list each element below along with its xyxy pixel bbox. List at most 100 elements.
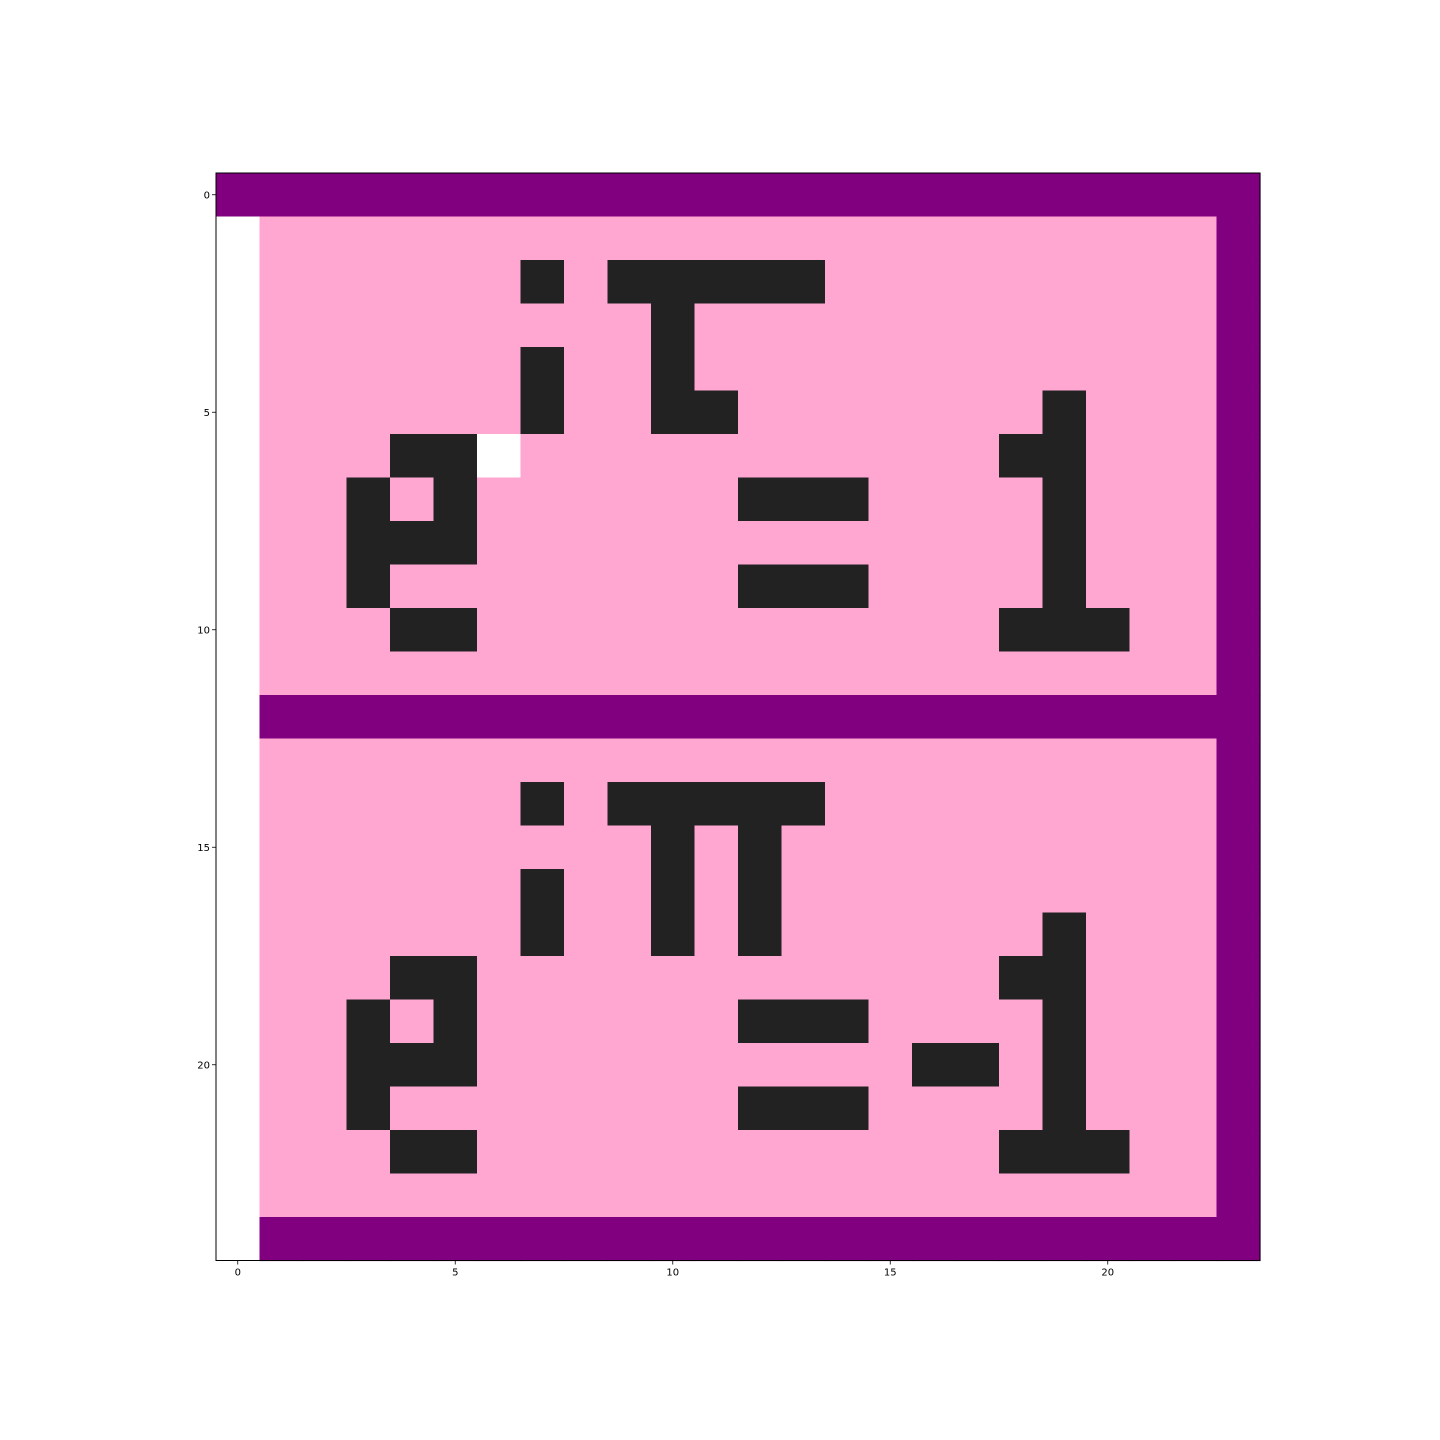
heatmap-cell: [1042, 608, 1087, 653]
heatmap-cell: [259, 912, 304, 957]
x-tick-label: 0: [235, 1268, 241, 1279]
heatmap-cell: [477, 564, 522, 609]
heatmap-cell: [433, 738, 478, 783]
heatmap-cell: [433, 564, 478, 609]
heatmap-cell: [1129, 303, 1174, 348]
heatmap-cell: [520, 956, 565, 1001]
heatmap-cell: [651, 521, 696, 566]
heatmap-cell: [651, 303, 696, 348]
heatmap-cell: [781, 521, 826, 566]
heatmap-cell: [607, 434, 652, 479]
heatmap-cell: [651, 869, 696, 914]
heatmap-cell: [694, 825, 739, 870]
heatmap-cell: [694, 1173, 739, 1218]
heatmap-cell: [259, 608, 304, 653]
heatmap-cell: [346, 651, 391, 696]
heatmap-cell: [433, 782, 478, 827]
heatmap-cell: [259, 1043, 304, 1088]
heatmap-cell: [738, 956, 783, 1001]
heatmap-cell: [520, 564, 565, 609]
heatmap-cell: [1042, 999, 1087, 1044]
heatmap-cell: [825, 738, 870, 783]
heatmap-cell: [651, 434, 696, 479]
heatmap-cell: [1216, 782, 1261, 827]
heatmap-cell: [912, 651, 957, 696]
heatmap-cell: [738, 1086, 783, 1131]
y-axis-ticks: 0 5 10 15 20: [197, 190, 216, 1071]
heatmap-cell: [303, 869, 348, 914]
heatmap-cell: [1216, 651, 1261, 696]
heatmap-cell: [303, 1043, 348, 1088]
heatmap-cell: [955, 1217, 1000, 1262]
heatmap-cell: [912, 869, 957, 914]
heatmap-cell: [1042, 912, 1087, 957]
heatmap-cell: [1129, 956, 1174, 1001]
heatmap-cell: [781, 782, 826, 827]
heatmap-cell: [1173, 869, 1218, 914]
heatmap-cell: [303, 390, 348, 435]
heatmap-cell: [564, 347, 609, 392]
heatmap-cell: [1086, 1086, 1131, 1131]
heatmap-cell: [738, 695, 783, 740]
x-tick-label: 10: [666, 1268, 679, 1279]
heatmap-cell: [259, 303, 304, 348]
heatmap-cell: [1042, 347, 1087, 392]
heatmap-cell: [346, 390, 391, 435]
heatmap-cell: [520, 782, 565, 827]
heatmap-cell: [651, 738, 696, 783]
heatmap-cell: [999, 956, 1044, 1001]
heatmap-cell: [259, 477, 304, 522]
heatmap-cell: [1173, 173, 1218, 218]
heatmap-cell: [825, 608, 870, 653]
heatmap-cell: [694, 521, 739, 566]
heatmap-cell: [1216, 390, 1261, 435]
heatmap-cell: [1086, 782, 1131, 827]
heatmap-cell: [259, 434, 304, 479]
heatmap-cell: [781, 303, 826, 348]
heatmap-cell: [520, 608, 565, 653]
heatmap-cell: [955, 912, 1000, 957]
heatmap-cell: [999, 695, 1044, 740]
heatmap-cell: [999, 390, 1044, 435]
heatmap-cell: [651, 564, 696, 609]
heatmap-cell: [520, 173, 565, 218]
heatmap-cell: [651, 1043, 696, 1088]
heatmap-cell: [868, 1086, 913, 1131]
heatmap-cell: [651, 782, 696, 827]
heatmap-cell: [390, 173, 435, 218]
heatmap-cell: [825, 477, 870, 522]
x-tick-label: 15: [884, 1268, 897, 1279]
heatmap-cell: [477, 956, 522, 1001]
heatmap-cell: [955, 608, 1000, 653]
heatmap-cell: [216, 825, 261, 870]
heatmap-cell: [607, 912, 652, 957]
heatmap-cell: [825, 434, 870, 479]
heatmap-cell: [303, 173, 348, 218]
heatmap-cell: [738, 347, 783, 392]
y-tick-label: 0: [204, 190, 210, 201]
heatmap-cell: [999, 1130, 1044, 1175]
heatmap-cell: [1042, 216, 1087, 261]
heatmap-cell: [390, 956, 435, 1001]
heatmap-cell: [477, 1130, 522, 1175]
heatmap-cell: [955, 521, 1000, 566]
heatmap-cell: [346, 695, 391, 740]
heatmap-cell: [1129, 347, 1174, 392]
heatmap-cell: [999, 999, 1044, 1044]
heatmap-cell: [868, 825, 913, 870]
heatmap-cell: [1216, 1043, 1261, 1088]
heatmap-cell: [912, 956, 957, 1001]
heatmap-cell: [1086, 260, 1131, 305]
heatmap-cell: [433, 1173, 478, 1218]
heatmap-cell: [1173, 782, 1218, 827]
heatmap-cell: [781, 477, 826, 522]
heatmap-cell: [259, 956, 304, 1001]
heatmap-cell: [607, 173, 652, 218]
heatmap-cell: [868, 651, 913, 696]
heatmap-cell: [1129, 1217, 1174, 1262]
heatmap-cell: [433, 1086, 478, 1131]
heatmap-cell: [955, 173, 1000, 218]
heatmap-cell: [346, 1130, 391, 1175]
heatmap-cell: [1086, 738, 1131, 783]
heatmap-cell: [694, 347, 739, 392]
